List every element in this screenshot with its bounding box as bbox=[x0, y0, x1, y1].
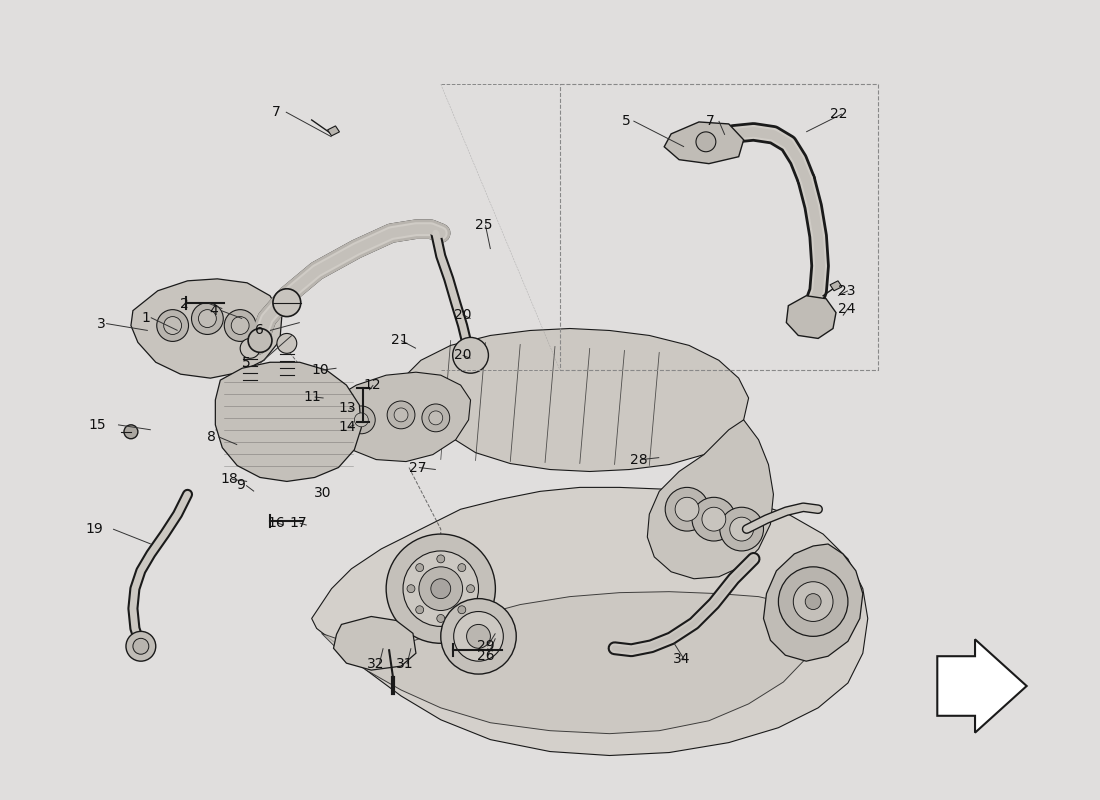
Text: 17: 17 bbox=[289, 516, 307, 530]
Circle shape bbox=[198, 310, 217, 327]
Circle shape bbox=[348, 406, 375, 434]
Circle shape bbox=[453, 611, 504, 661]
Circle shape bbox=[407, 585, 415, 593]
Text: 21: 21 bbox=[392, 334, 409, 347]
Circle shape bbox=[441, 598, 516, 674]
Circle shape bbox=[429, 411, 442, 425]
Circle shape bbox=[164, 317, 182, 334]
Circle shape bbox=[403, 551, 478, 626]
Polygon shape bbox=[131, 279, 282, 378]
Circle shape bbox=[466, 625, 491, 648]
Text: 8: 8 bbox=[208, 430, 217, 444]
Circle shape bbox=[666, 487, 708, 531]
Circle shape bbox=[466, 585, 474, 593]
Circle shape bbox=[386, 534, 495, 643]
Circle shape bbox=[437, 555, 444, 563]
Text: 15: 15 bbox=[88, 418, 106, 432]
Text: 11: 11 bbox=[304, 390, 321, 404]
Text: 5: 5 bbox=[242, 356, 251, 370]
Text: 10: 10 bbox=[311, 363, 329, 378]
Circle shape bbox=[793, 582, 833, 622]
Circle shape bbox=[416, 606, 424, 614]
Circle shape bbox=[437, 614, 444, 622]
Circle shape bbox=[458, 564, 465, 571]
Text: 25: 25 bbox=[474, 218, 492, 232]
Circle shape bbox=[354, 413, 368, 427]
Circle shape bbox=[719, 507, 763, 551]
Polygon shape bbox=[830, 281, 842, 290]
Text: 13: 13 bbox=[339, 401, 356, 415]
Circle shape bbox=[805, 594, 821, 610]
Circle shape bbox=[224, 310, 256, 342]
Text: 31: 31 bbox=[396, 657, 414, 671]
Text: 19: 19 bbox=[86, 522, 103, 536]
Circle shape bbox=[696, 132, 716, 152]
Text: 16: 16 bbox=[267, 516, 285, 530]
Text: 30: 30 bbox=[314, 486, 331, 500]
Circle shape bbox=[191, 302, 223, 334]
Polygon shape bbox=[311, 372, 471, 462]
Circle shape bbox=[231, 317, 249, 334]
Text: 32: 32 bbox=[367, 657, 385, 671]
Polygon shape bbox=[402, 329, 749, 471]
Circle shape bbox=[431, 578, 451, 598]
Circle shape bbox=[416, 564, 424, 571]
Circle shape bbox=[779, 567, 848, 636]
Text: 9: 9 bbox=[236, 478, 245, 493]
Text: 12: 12 bbox=[363, 378, 381, 392]
Text: 29: 29 bbox=[476, 639, 494, 654]
Text: 26: 26 bbox=[476, 650, 494, 663]
Text: 18: 18 bbox=[220, 473, 238, 486]
Text: 24: 24 bbox=[838, 302, 856, 316]
Text: 23: 23 bbox=[838, 284, 856, 298]
Circle shape bbox=[729, 517, 754, 541]
Text: 7: 7 bbox=[706, 114, 715, 128]
Text: 1: 1 bbox=[142, 310, 151, 325]
Circle shape bbox=[124, 425, 138, 438]
Text: 20: 20 bbox=[453, 307, 471, 322]
Polygon shape bbox=[321, 592, 813, 734]
Polygon shape bbox=[333, 617, 416, 670]
Polygon shape bbox=[786, 296, 836, 338]
Circle shape bbox=[249, 329, 272, 352]
Text: 4: 4 bbox=[209, 304, 218, 318]
Text: 5: 5 bbox=[621, 114, 630, 128]
Text: 7: 7 bbox=[272, 105, 280, 119]
Polygon shape bbox=[216, 362, 361, 482]
Circle shape bbox=[675, 498, 698, 521]
Circle shape bbox=[422, 404, 450, 432]
Text: 28: 28 bbox=[630, 453, 648, 466]
Circle shape bbox=[702, 507, 726, 531]
Circle shape bbox=[458, 606, 465, 614]
Circle shape bbox=[273, 289, 300, 317]
Circle shape bbox=[453, 338, 488, 373]
Polygon shape bbox=[647, 420, 773, 578]
Polygon shape bbox=[664, 122, 744, 164]
Circle shape bbox=[387, 401, 415, 429]
Text: 6: 6 bbox=[255, 323, 264, 338]
Text: 34: 34 bbox=[673, 652, 691, 666]
Polygon shape bbox=[763, 544, 862, 661]
Circle shape bbox=[419, 567, 463, 610]
Text: 27: 27 bbox=[409, 461, 427, 474]
Circle shape bbox=[157, 310, 188, 342]
Polygon shape bbox=[311, 487, 868, 755]
Text: 22: 22 bbox=[830, 107, 847, 121]
Text: 3: 3 bbox=[98, 317, 106, 330]
Circle shape bbox=[692, 498, 736, 541]
Text: 14: 14 bbox=[339, 420, 356, 434]
Bar bbox=[560, 84, 878, 370]
Text: 2: 2 bbox=[179, 297, 188, 310]
Circle shape bbox=[394, 408, 408, 422]
Text: 20: 20 bbox=[453, 348, 471, 362]
Polygon shape bbox=[328, 126, 340, 136]
Polygon shape bbox=[937, 639, 1026, 733]
Circle shape bbox=[240, 338, 260, 358]
Circle shape bbox=[126, 631, 156, 661]
Circle shape bbox=[133, 638, 148, 654]
Circle shape bbox=[277, 334, 297, 354]
